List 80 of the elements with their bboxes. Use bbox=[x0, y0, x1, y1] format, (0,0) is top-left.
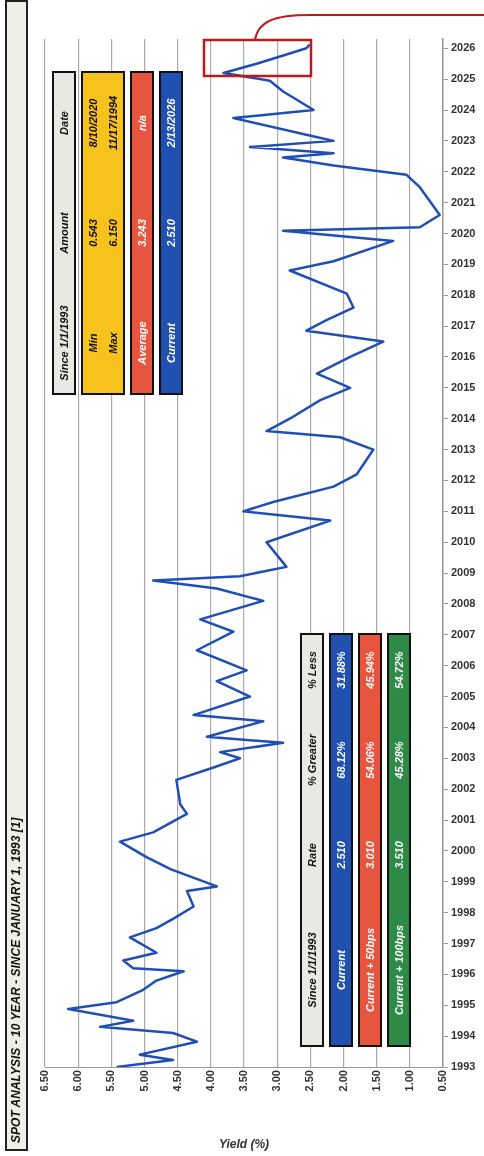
y-tick-label: 2012 bbox=[451, 473, 476, 486]
y-tick-label: 2017 bbox=[451, 319, 476, 332]
annotation: 3.243 bbox=[135, 218, 149, 249]
y-tick-label: 2013 bbox=[451, 442, 476, 455]
annotation: Rate bbox=[305, 842, 319, 869]
y-tick-label: 1994 bbox=[451, 1029, 477, 1042]
text: SPOT ANALYSIS - 10 YEAR - SINCE JANUARY 1, 1993 [1] bbox=[5, 0, 28, 1151]
y-tick-label: 2004 bbox=[451, 720, 477, 733]
x-tick-label: 4.00 bbox=[203, 1070, 216, 1092]
y-tick-label: 2023 bbox=[451, 133, 476, 146]
y-tick-label: 2021 bbox=[451, 195, 476, 208]
y-tick-label: 2005 bbox=[451, 689, 476, 702]
annotation: 54.72% bbox=[392, 650, 406, 691]
y-tick-label: 2008 bbox=[451, 596, 476, 609]
annotation: 2.510 bbox=[164, 218, 178, 249]
y-tick-label: 1997 bbox=[451, 936, 476, 949]
annotation: 0.543 bbox=[86, 218, 100, 249]
annotation: 68.12% bbox=[334, 740, 348, 781]
y-tick-label: 2025 bbox=[451, 72, 476, 85]
y-tick-label: 2024 bbox=[451, 103, 477, 116]
annotation: 2/13/2026 bbox=[164, 97, 178, 150]
y-tick-label: 2010 bbox=[451, 535, 476, 548]
annotation: Average bbox=[135, 320, 149, 367]
y-tick-label: 1998 bbox=[451, 905, 476, 918]
y-tick-label: 2015 bbox=[451, 380, 476, 393]
annotation: 45.94% bbox=[363, 650, 377, 691]
y-tick-label: 2016 bbox=[451, 350, 476, 362]
annotation: 8/10/2020 bbox=[86, 97, 100, 150]
x-axis-title: Yield (%) bbox=[218, 1137, 270, 1152]
annotation: Max bbox=[106, 331, 120, 356]
y-tick-label: 2018 bbox=[451, 288, 476, 301]
y-tick-label: 2000 bbox=[451, 843, 476, 856]
x-tick-label: 6.00 bbox=[71, 1070, 84, 1092]
annotation: Current + 50bps bbox=[363, 926, 377, 1015]
annotation: 3.510 bbox=[392, 840, 406, 871]
y-tick-label: 2014 bbox=[451, 411, 477, 424]
annotation: % Less bbox=[305, 650, 319, 691]
annotation: 54.06% bbox=[363, 740, 377, 781]
x-tick-label: 5.50 bbox=[104, 1070, 117, 1092]
y-tick-label: 1996 bbox=[451, 967, 476, 980]
y-tick-label: 2022 bbox=[451, 164, 476, 177]
x-tick-label: 2.00 bbox=[336, 1070, 349, 1092]
annotation: 2.510 bbox=[334, 840, 348, 871]
y-tick-label: 1999 bbox=[451, 874, 476, 887]
annotation: Current bbox=[334, 949, 348, 992]
y-tick-label: 2002 bbox=[451, 782, 476, 795]
annotation: Min bbox=[86, 332, 100, 355]
annotation: n/a bbox=[135, 114, 149, 133]
y-tick-label: 2011 bbox=[451, 504, 475, 517]
x-tick-label: 0.50 bbox=[436, 1070, 449, 1092]
x-tick-label: 6.50 bbox=[38, 1070, 51, 1092]
y-tick-label: 2006 bbox=[451, 658, 476, 671]
x-tick-label: 3.50 bbox=[237, 1070, 250, 1092]
annotation: 11/17/1994 bbox=[106, 94, 120, 153]
y-tick-label: 2001 bbox=[451, 813, 476, 826]
y-tick-label: 2026 bbox=[451, 41, 476, 54]
x-tick-label: 1.50 bbox=[369, 1070, 382, 1092]
y-tick-label: 1993 bbox=[451, 1060, 476, 1073]
x-tick-label: 5.00 bbox=[137, 1070, 150, 1092]
y-tick-label: 2020 bbox=[451, 226, 476, 239]
annotation: 6.150 bbox=[106, 218, 120, 249]
annotation: 3.010 bbox=[363, 840, 377, 871]
x-tick-label: 4.50 bbox=[170, 1070, 183, 1092]
annotation: Since 1/1/1993 bbox=[57, 304, 71, 383]
annotation: Since 1/1/1993 bbox=[305, 931, 319, 1010]
x-tick-label: 1.00 bbox=[402, 1070, 415, 1092]
x-tick-label: 3.00 bbox=[270, 1070, 283, 1092]
y-tick-label: 2003 bbox=[451, 751, 476, 764]
annotation: 45.28% bbox=[392, 740, 406, 781]
annotation: Amount bbox=[57, 211, 71, 256]
annotation: Current bbox=[164, 322, 178, 365]
y-tick-label: 2009 bbox=[451, 566, 476, 579]
annotation: Current + 100bps bbox=[392, 923, 406, 1018]
y-tick-label: 2007 bbox=[451, 627, 476, 640]
annotation: 31.88% bbox=[334, 650, 348, 691]
annotation: Date bbox=[57, 110, 71, 137]
x-tick-label: 2.50 bbox=[303, 1070, 316, 1092]
annotation: % Greater bbox=[305, 732, 319, 788]
y-tick-label: 1995 bbox=[451, 998, 476, 1011]
y-tick-label: 2019 bbox=[451, 257, 476, 270]
